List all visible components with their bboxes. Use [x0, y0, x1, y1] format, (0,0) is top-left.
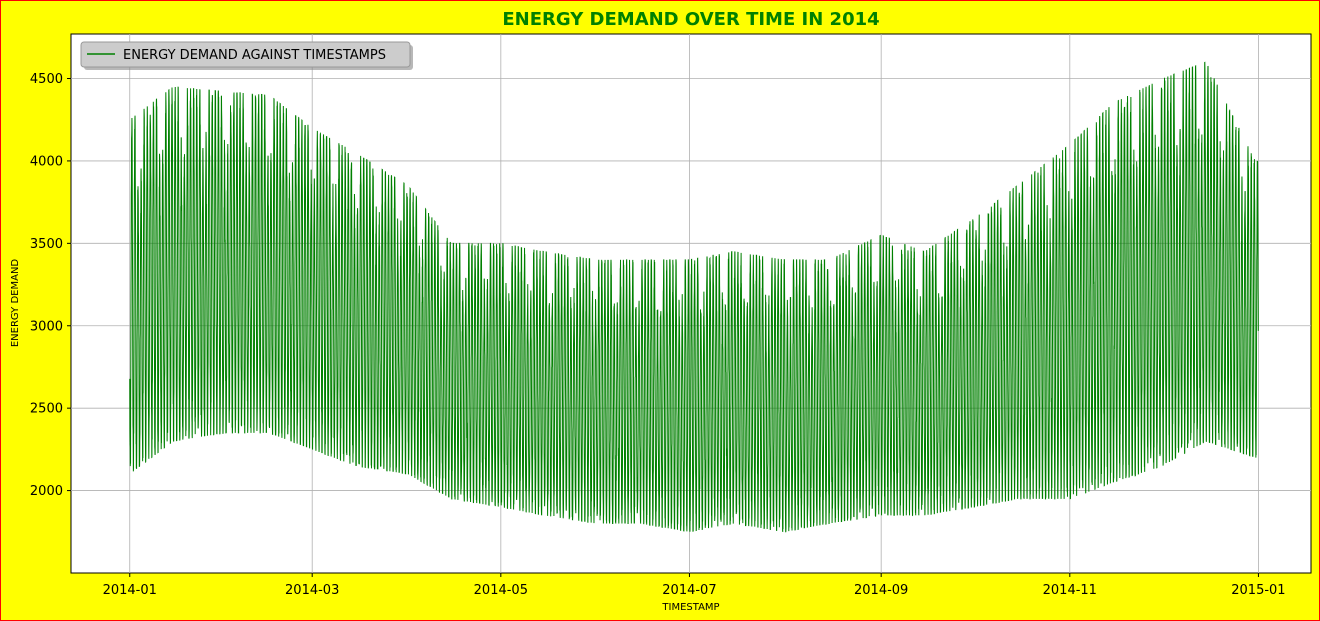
x-axis-label: TIMESTAMP [661, 602, 719, 613]
legend-box [80, 41, 411, 68]
y-tick-label: 3500 [30, 237, 63, 252]
legend-entry: ENERGY DEMAND AGAINST TIMESTAMPS [123, 48, 386, 63]
legend: ENERGY DEMAND AGAINST TIMESTAMPS [80, 41, 413, 70]
x-tick-label: 2014-05 [474, 583, 528, 598]
x-tick-label: 2014-01 [103, 583, 157, 598]
series-line [129, 61, 1259, 533]
axis-ticks: 2014-01 2014-03 2014-05 2014-07 2014-09 2014-… [30, 72, 1286, 598]
x-tick-label: 2014-03 [285, 583, 339, 598]
chart-title: ENERGY DEMAND OVER TIME IN 2014 [502, 9, 880, 30]
y-tick-label: 4000 [30, 154, 63, 169]
y-tick-label: 2000 [30, 484, 63, 499]
y-tick-label: 2500 [30, 402, 63, 417]
x-tick-label: 2014-07 [662, 583, 716, 598]
x-tick-label: 2014-11 [1043, 583, 1097, 598]
x-tick-label: 2015-01 [1231, 583, 1285, 598]
y-tick-label: 3000 [30, 319, 63, 334]
y-axis-label: ENERGY DEMAND [10, 259, 21, 348]
y-tick-label: 4500 [30, 72, 63, 87]
x-tick-label: 2014-09 [854, 583, 908, 598]
